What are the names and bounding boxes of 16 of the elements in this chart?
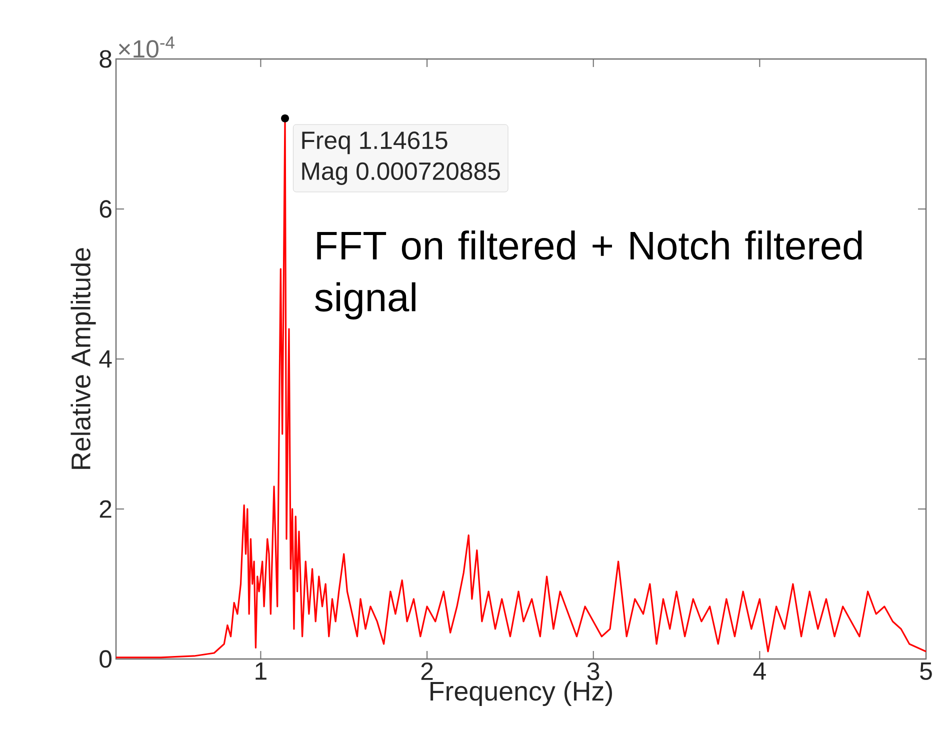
annotation: Freq 1.14615 <box>302 132 448 154</box>
x-axis-title: Frequency (Hz) <box>430 680 612 706</box>
y-tick-label: 4 <box>99 350 112 368</box>
y-tick-label: 0 <box>100 650 112 668</box>
annotation: FFT on filtered + Notch filtered signal <box>315 230 862 320</box>
y-axis-title: Relative Amplitude <box>70 248 96 469</box>
x-tick-label: 3 <box>587 662 600 680</box>
y-tick-label: 8 <box>100 50 112 68</box>
y-tick-label: 6 <box>100 200 112 218</box>
x-tick-label: 2 <box>421 662 433 680</box>
text: ×10$^{-4}$ <box>118 36 174 58</box>
x-tick-label: 4 <box>753 662 766 680</box>
x-tick-label: 1 <box>256 662 266 680</box>
x-tick-label: 5 <box>920 662 932 680</box>
annotation: Mag 0.000720885 <box>302 162 500 185</box>
y-tick-label: 2 <box>100 500 112 518</box>
